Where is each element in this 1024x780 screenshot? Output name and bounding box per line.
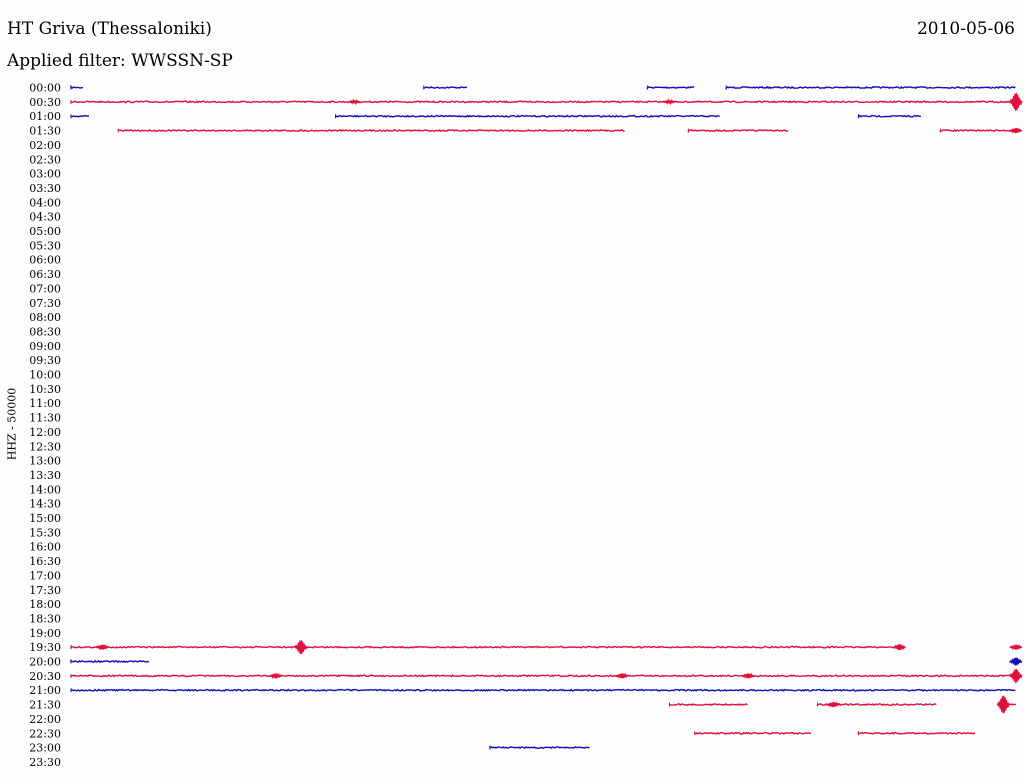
trace-segment — [725, 85, 1016, 90]
time-tick-label: 12:30 — [29, 440, 61, 453]
trace-segment — [70, 659, 150, 664]
trace-segment — [694, 731, 812, 735]
time-tick-label: 14:00 — [29, 483, 61, 496]
time-tick-label: 01:00 — [29, 110, 61, 123]
event-spike — [1009, 92, 1023, 111]
date-label: 2010-05-06 — [916, 19, 1015, 39]
time-tick-label: 15:00 — [29, 512, 61, 525]
time-tick-label: 22:00 — [29, 713, 61, 726]
time-tick-label: 21:00 — [29, 684, 61, 697]
time-tick-label: 09:00 — [29, 340, 61, 353]
time-tick-label: 19:00 — [29, 627, 61, 640]
time-tick-label: 18:30 — [29, 612, 61, 625]
trace-segment — [857, 731, 976, 735]
event-spike — [996, 695, 1010, 714]
event-spike — [662, 98, 676, 106]
trace-segment — [117, 128, 625, 133]
time-tick-label: 03:00 — [29, 168, 61, 181]
time-tick-label: 22:30 — [29, 727, 61, 740]
time-tick-label: 20:00 — [29, 656, 61, 669]
time-tick-label: 07:00 — [29, 282, 61, 295]
time-tick-label: 11:00 — [29, 397, 61, 410]
time-tick-label: 04:30 — [29, 211, 61, 224]
event-spike — [826, 701, 840, 708]
event-spike — [347, 98, 361, 106]
time-tick-label: 18:00 — [29, 598, 61, 611]
event-spike — [294, 640, 308, 655]
trace-segment — [70, 114, 89, 118]
time-tick-label: 04:00 — [29, 196, 61, 209]
time-tick-label: 02:00 — [29, 139, 61, 152]
time-tick-label: 20:30 — [29, 670, 61, 683]
time-tick-label: 12:00 — [29, 426, 61, 439]
station-title: HT Griva (Thessaloniki) — [7, 19, 212, 39]
time-tick-label: 06:00 — [29, 254, 61, 267]
time-tick-label: 17:00 — [29, 569, 61, 582]
filter-label: Applied filter: WWSSN-SP — [7, 51, 233, 71]
time-tick-label: 15:30 — [29, 526, 61, 539]
time-tick-label: 05:30 — [29, 239, 61, 252]
trace-segment — [646, 86, 695, 90]
time-tick-label: 00:00 — [29, 82, 61, 95]
time-tick-label: 16:00 — [29, 541, 61, 554]
time-tick-label: 10:00 — [29, 369, 61, 382]
trace-segment — [70, 688, 1016, 692]
event-spike — [741, 672, 755, 680]
time-tick-label: 11:30 — [29, 412, 61, 425]
event-spike — [1009, 127, 1023, 134]
time-tick-label: 14:30 — [29, 498, 61, 511]
time-tick-label: 02:30 — [29, 153, 61, 166]
event-spike — [95, 643, 109, 651]
time-tick-label: 01:30 — [29, 125, 61, 138]
time-tick-label: 06:30 — [29, 268, 61, 281]
trace-segment — [939, 128, 1016, 133]
trace-segment — [687, 129, 789, 133]
trace-segment — [70, 645, 906, 650]
time-tick-label: 13:00 — [29, 455, 61, 468]
time-tick-label: 23:00 — [29, 742, 61, 755]
time-tick-label: 16:30 — [29, 555, 61, 568]
time-tick-label: 23:30 — [29, 756, 61, 769]
time-tick-label: 00:30 — [29, 96, 61, 109]
trace-segment — [668, 703, 748, 707]
time-tick-label: 17:30 — [29, 584, 61, 597]
trace-segment — [334, 114, 720, 118]
event-spike — [1009, 643, 1023, 651]
event-spike — [1009, 98, 1023, 106]
time-tick-label: 08:30 — [29, 325, 61, 338]
time-tick-label: 21:30 — [29, 699, 61, 712]
trace-segment — [70, 674, 1016, 678]
event-spike — [269, 672, 282, 680]
time-tick-label: 19:30 — [29, 641, 61, 654]
trace-segment — [70, 85, 84, 90]
time-tick-label: 03:30 — [29, 182, 61, 195]
time-tick-label: 05:00 — [29, 225, 61, 238]
event-spike — [615, 672, 629, 680]
time-tick-label: 09:30 — [29, 354, 61, 367]
event-spike — [1009, 668, 1023, 683]
event-spike — [1009, 672, 1023, 680]
trace-segment — [423, 86, 468, 89]
time-tick-label: 13:30 — [29, 469, 61, 482]
event-spike — [892, 644, 906, 651]
trace-segment — [70, 100, 1016, 104]
time-tick-label: 10:30 — [29, 383, 61, 396]
time-tick-label: 08:00 — [29, 311, 61, 324]
event-spike — [1009, 657, 1023, 666]
time-tick-label: 07:30 — [29, 297, 61, 310]
trace-segment — [489, 745, 590, 750]
trace-segment — [857, 114, 922, 118]
